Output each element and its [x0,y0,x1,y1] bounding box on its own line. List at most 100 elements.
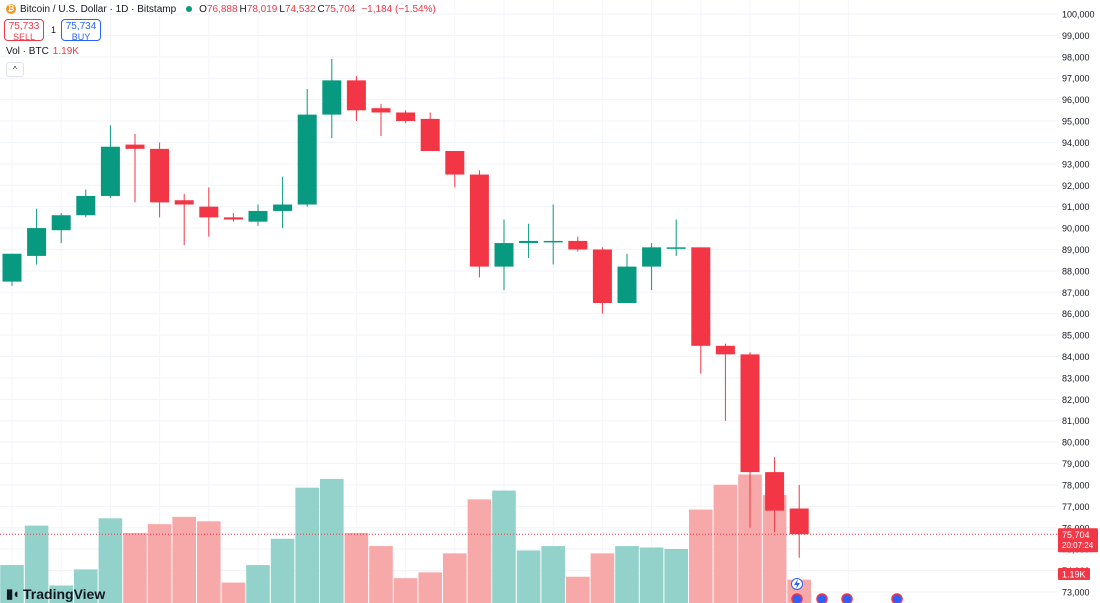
sell-button[interactable]: 75,733 SELL [4,19,44,42]
candle-body [691,247,711,346]
candle-body [76,195,96,216]
news-event-icon[interactable] [891,593,903,603]
candle-body [469,174,489,267]
news-event-icon[interactable] [816,593,828,603]
volume-legend-value: 1.19K [52,46,79,57]
price-tick-label: 97,000 [1062,74,1090,84]
candle-body [666,247,686,249]
price-tick-label: 73,000 [1062,588,1090,598]
candle [273,176,293,229]
candle [125,133,145,203]
candle-body [2,253,22,282]
candle-body [740,354,760,473]
candle [740,352,760,528]
volume-bar [344,532,369,603]
volume-bar [639,547,664,603]
volume-bar [516,550,541,603]
volume-bar [123,532,147,603]
volume-bar [295,487,319,603]
volume-bar [443,553,467,603]
ohlc-value-h: 78,019 [246,3,278,15]
price-tick-label: 91,000 [1062,202,1090,212]
candle-body [617,266,637,303]
volume-bar [393,578,418,603]
price-grid [0,13,1058,593]
news-event-icon[interactable] [841,593,853,603]
volume-bar [172,516,196,603]
price-tick-label: 90,000 [1062,224,1090,234]
candle [346,76,366,122]
volume-axis-badge [1058,568,1090,580]
buy-price: 75,734 [65,21,97,32]
candle-body [715,345,735,355]
price-tick-label: 99,000 [1062,31,1090,41]
tradingview-logo-icon: ▮◖ [6,586,20,601]
candle-body [199,206,219,218]
volume-legend-label: Vol · BTC [6,46,49,57]
countdown-label: 20:07:24 [1062,541,1094,550]
candle [494,219,514,291]
candle-body [322,80,342,115]
candle [666,219,686,256]
buy-button[interactable]: 75,734 BUY [61,19,101,42]
volume-bar [74,569,98,603]
price-tick-label: 100,000 [1062,10,1095,20]
event-markers[interactable] [791,578,903,603]
price-tick-label: 78,000 [1062,480,1090,490]
candle [396,110,416,124]
volume-bar [98,518,123,603]
candle-body [420,118,440,152]
price-tick-label: 80,000 [1062,438,1090,448]
candle-body [346,80,366,111]
candle [322,58,342,139]
ohlc-label-o: O [199,3,207,15]
candle-body [100,146,120,196]
volume-bar [147,524,172,603]
candle-body [519,240,539,244]
price-tick-label: 83,000 [1062,373,1090,383]
buy-label: BUY [71,32,91,42]
volume-bar [689,509,713,603]
volume-bar [738,474,762,603]
volume-bar [369,546,393,603]
bitcoin-icon: ₿ [6,4,16,14]
price-tick-label: 86,000 [1062,309,1090,319]
candle [592,247,612,314]
candle [568,236,588,252]
symbol-title[interactable]: Bitcoin / U.S. Dollar · 1D · Bitstamp [20,3,177,15]
price-tick-label: 95,000 [1062,117,1090,127]
candle-body [642,247,662,267]
volume-bar [418,572,442,603]
market-status-icon[interactable] [186,6,193,12]
price-tick-label: 84,000 [1062,352,1090,362]
candle-body [51,215,71,231]
candle [445,151,465,188]
price-tick-label: 93,000 [1062,159,1090,169]
tradingview-logo[interactable]: ▮◖ TradingView [6,586,105,602]
candle [765,457,785,533]
candle [199,187,219,237]
candle-body [765,472,785,511]
price-tick-label: 94,000 [1062,138,1090,148]
collapse-legend-button[interactable]: ^ [6,62,24,77]
volume-bar [615,546,639,603]
volume-bar [221,582,246,603]
price-tick-label: 92,000 [1062,181,1090,191]
volume-bar [492,490,516,603]
volume-bar [0,565,24,603]
candle [715,343,735,421]
volume-axis-label: 1.19K [1062,570,1086,580]
price-axis[interactable]: 100,000 99,000 98,000 97,000 96,000 95,000 94,… [1062,10,1095,598]
ohlc-value-l: 74,532 [284,3,316,15]
volume-bar [664,548,688,603]
candle-body [248,210,268,222]
volume-bar [541,546,565,603]
lightning-bolt-icon [794,579,800,589]
candle-body [445,151,465,175]
price-tick-label: 85,000 [1062,331,1090,341]
candle [76,189,96,218]
price-tick-label: 79,000 [1062,459,1090,469]
candle-body [371,108,391,113]
news-event-icon[interactable] [791,593,803,603]
